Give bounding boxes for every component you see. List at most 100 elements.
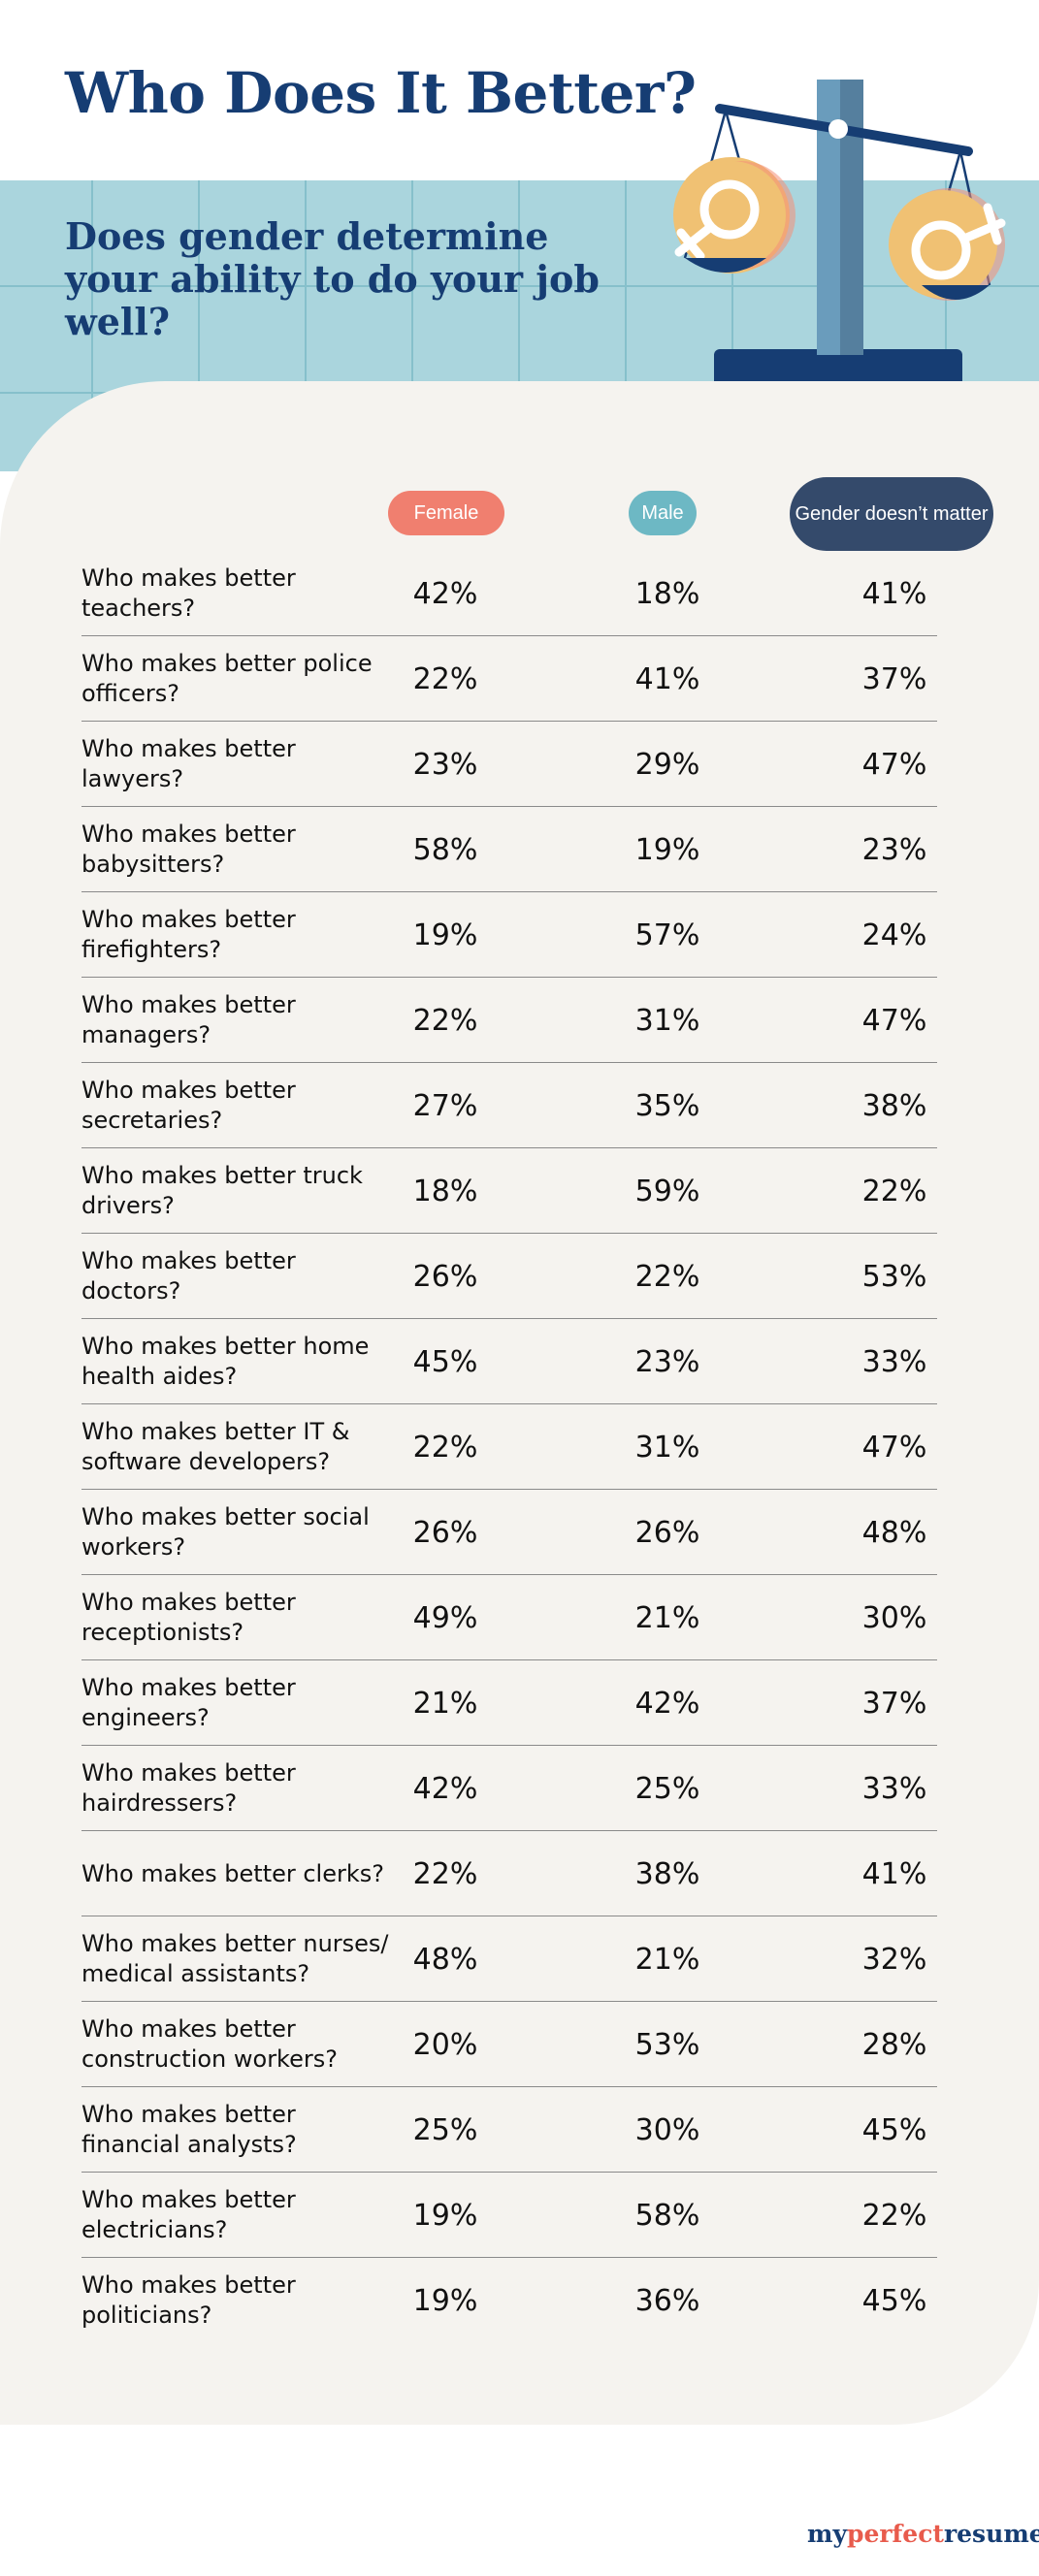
balance-scale-icon (673, 80, 1006, 388)
female-value: 42% (412, 576, 478, 611)
gender-doesnt-matter-value: 47% (861, 1430, 927, 1465)
male-value: 21% (634, 1600, 700, 1635)
female-value: 58% (412, 832, 478, 867)
gender-doesnt-matter-value: 33% (861, 1771, 927, 1806)
male-value: 58% (634, 2198, 700, 2233)
survey-table: Who makes better teachers? 42% 18% 41% Who m… (81, 551, 937, 2343)
male-value: 41% (634, 661, 700, 696)
male-value: 59% (634, 1174, 700, 1208)
table-row: Who makes better financial analysts? 25% 3… (81, 2087, 937, 2173)
female-value: 19% (412, 918, 478, 952)
male-value: 57% (634, 918, 700, 952)
table-row: Who makes better IT & software developer… (81, 1404, 937, 1490)
table-row: Who makes better clerks? 22% 38% 41% (81, 1831, 937, 1916)
table-row: Who makes better lawyers? 23% 29% 47% (81, 722, 937, 807)
female-value: 48% (412, 1942, 478, 1977)
male-value: 38% (634, 1856, 700, 1891)
gender-doesnt-matter-value: 47% (861, 747, 927, 782)
female-value: 26% (412, 1515, 478, 1550)
gender-doesnt-matter-value: 28% (861, 2027, 927, 2062)
column-header-female: Female (388, 491, 504, 535)
table-row: Who makes better home health aides? 45% 23… (81, 1319, 937, 1404)
gender-doesnt-matter-value: 32% (861, 1942, 927, 1977)
row-question: Who makes better lawyers? (81, 735, 296, 792)
row-question: Who makes better construction workers? (81, 2015, 338, 2073)
female-value: 22% (412, 1856, 478, 1891)
table-row: Who makes better engineers? 21% 42% 37% (81, 1660, 937, 1746)
female-value: 22% (412, 661, 478, 696)
male-value: 22% (634, 1259, 700, 1294)
gender-doesnt-matter-value: 24% (861, 918, 927, 952)
gender-doesnt-matter-value: 23% (861, 832, 927, 867)
row-question: Who makes better electricians? (81, 2186, 296, 2243)
row-question: Who makes better home health aides? (81, 1333, 370, 1390)
row-question: Who makes better managers? (81, 991, 296, 1048)
male-value: 31% (634, 1003, 700, 1038)
table-row: Who makes better hairdressers? 42% 25% 33% (81, 1746, 937, 1831)
female-value: 22% (412, 1430, 478, 1465)
row-question: Who makes better babysitters? (81, 821, 296, 878)
table-row: Who makes better police officers? 22% 41% 3… (81, 636, 937, 722)
table-row: Who makes better teachers? 42% 18% 41% (81, 551, 937, 636)
table-card (0, 381, 1039, 2425)
female-value: 49% (412, 1600, 478, 1635)
gender-doesnt-matter-value: 22% (861, 1174, 927, 1208)
gender-doesnt-matter-value: 38% (861, 1088, 927, 1123)
female-value: 20% (412, 2027, 478, 2062)
column-header-gender-doesnt-matter: Gender doesn’t matter (790, 477, 993, 551)
male-value: 21% (634, 1942, 700, 1977)
gender-doesnt-matter-value: 41% (861, 576, 927, 611)
row-question: Who makes better teachers? (81, 564, 296, 622)
row-question: Who makes better engineers? (81, 1674, 296, 1731)
table-row: Who makes better nurses/ medical assista… (81, 1916, 937, 2002)
page-title: Who Does It Better? (65, 60, 697, 126)
gender-doesnt-matter-value: 47% (861, 1003, 927, 1038)
female-value: 21% (412, 1686, 478, 1721)
table-row: Who makes better construction workers? 20… (81, 2002, 937, 2087)
male-value: 18% (634, 576, 700, 611)
gender-doesnt-matter-value: 45% (861, 2283, 927, 2318)
gender-doesnt-matter-value: 37% (861, 1686, 927, 1721)
table-row: Who makes better politicians? 19% 36% 45% (81, 2258, 937, 2343)
male-value: 19% (634, 832, 700, 867)
male-value: 42% (634, 1686, 700, 1721)
male-value: 26% (634, 1515, 700, 1550)
male-value: 53% (634, 2027, 700, 2062)
row-question: Who makes better hairdressers? (81, 1759, 296, 1817)
female-value: 19% (412, 2283, 478, 2318)
male-value: 30% (634, 2112, 700, 2147)
row-question: Who makes better IT & software developer… (81, 1418, 350, 1475)
row-question: Who makes better politicians? (81, 2271, 296, 2329)
row-question: Who makes better firefighters? (81, 906, 296, 963)
table-row: Who makes better firefighters? 19% 57% 24% (81, 892, 937, 978)
table-row: Who makes better doctors? 26% 22% 53% (81, 1234, 937, 1319)
male-symbol-icon (889, 188, 1006, 301)
female-value: 25% (412, 2112, 478, 2147)
row-question: Who makes better nurses/ medical assista… (81, 1930, 389, 1987)
female-symbol-icon (673, 157, 795, 274)
female-value: 42% (412, 1771, 478, 1806)
male-value: 29% (634, 747, 700, 782)
male-value: 25% (634, 1771, 700, 1806)
table-row: Who makes better babysitters? 58% 19% 23% (81, 807, 937, 892)
table-row: Who makes better truck drivers? 18% 59% 22% (81, 1148, 937, 1234)
gender-doesnt-matter-value: 53% (861, 1259, 927, 1294)
row-question: Who makes better truck drivers? (81, 1162, 363, 1219)
female-value: 19% (412, 2198, 478, 2233)
page-subtitle: Does gender determine your ability to do… (65, 214, 600, 343)
brand-logo: myperfectresume (807, 2520, 1039, 2548)
female-value: 23% (412, 747, 478, 782)
gender-doesnt-matter-value: 45% (861, 2112, 927, 2147)
row-question: Who makes better social workers? (81, 1503, 370, 1561)
male-value: 35% (634, 1088, 700, 1123)
male-value: 31% (634, 1430, 700, 1465)
gender-doesnt-matter-value: 30% (861, 1600, 927, 1635)
row-question: Who makes better clerks? (81, 1859, 384, 1887)
female-value: 26% (412, 1259, 478, 1294)
gender-doesnt-matter-value: 33% (861, 1344, 927, 1379)
male-value: 36% (634, 2283, 700, 2318)
table-row: Who makes better social workers? 26% 26% 48… (81, 1490, 937, 1575)
gender-doesnt-matter-value: 22% (861, 2198, 927, 2233)
table-row: Who makes better secretaries? 27% 35% 38% (81, 1063, 937, 1148)
male-value: 23% (634, 1344, 700, 1379)
